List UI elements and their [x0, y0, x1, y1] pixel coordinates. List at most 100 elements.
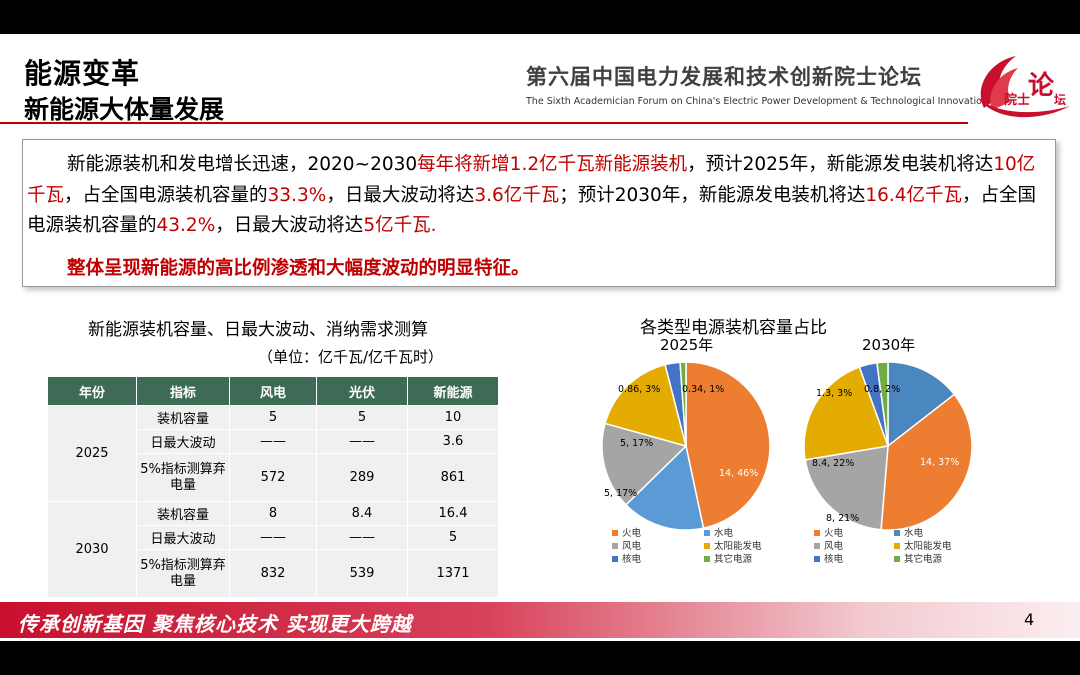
- table-row: 日最大波动 —— —— 3.6: [48, 429, 499, 454]
- pie-slice: [876, 361, 889, 447]
- pie-data-label: 14, 46%: [719, 468, 758, 479]
- legend-swatch: [814, 543, 820, 549]
- total-cell: 3.6: [407, 429, 499, 454]
- table-title: 新能源装机容量、日最大波动、消纳需求测算: [88, 320, 428, 340]
- legend-swatch: [612, 530, 618, 536]
- legend-swatch: [612, 556, 618, 562]
- pie-slice: [685, 361, 771, 530]
- legend-label: 核电: [622, 553, 642, 565]
- legend-label: 火电: [622, 527, 642, 539]
- legend-swatch: [612, 543, 618, 549]
- pie-slice: [804, 445, 889, 531]
- total-cell: 16.4: [407, 501, 499, 526]
- pie-data-label: 5.5, 15%: [890, 528, 932, 539]
- pie-slice: [624, 444, 705, 531]
- col-header-year: 年份: [47, 376, 137, 406]
- logo-text-c: 坛: [1054, 92, 1066, 107]
- pie-slice: [887, 361, 956, 448]
- pie-slice: [803, 366, 890, 461]
- legend-label: 水电: [714, 527, 734, 539]
- solar-cell: ——: [316, 429, 408, 454]
- table-header-row: 年份 指标 风电 光伏 新能源: [47, 376, 499, 406]
- wind-cell: ——: [229, 525, 317, 550]
- legend-swatch: [894, 543, 900, 549]
- legend-label: 太阳能发电: [904, 540, 952, 552]
- metric-cell: 装机容量: [136, 501, 230, 526]
- legend-swatch: [814, 556, 820, 562]
- year-cell: 2025: [47, 405, 137, 502]
- forum-title-en: The Sixth Academician Forum on China's E…: [526, 96, 988, 107]
- total-cell: 1371: [407, 549, 499, 598]
- summary-paragraph: 新能源装机和发电增长迅速，2020~2030每年将新增1.2亿千瓦新能源装机，预…: [27, 150, 1051, 242]
- legend-swatch: [704, 556, 710, 562]
- pie-data-label: 0.34, 1%: [682, 384, 724, 395]
- p1-f: 33.3%: [267, 184, 327, 206]
- p1-l: 43.2%: [156, 215, 216, 236]
- wind-cell: 572: [229, 453, 317, 502]
- p1-a: 新能源装机和发电增长迅速，2020~2030: [67, 154, 418, 175]
- p1-g: ，日最大波动将达: [326, 184, 475, 206]
- legend-label: 其它电源: [714, 553, 753, 565]
- logo-text-b: 论: [1028, 71, 1055, 101]
- page-subtitle: 新能源大体量发展: [24, 95, 225, 124]
- p1-k: ，占全国电源装机容量的: [27, 184, 1037, 237]
- header-divider: [0, 122, 968, 124]
- pie-2025-subtitle: 2025年: [660, 336, 714, 354]
- summary-conclusion: 整体呈现新能源的高比例渗透和大幅度波动的明显特征。: [67, 258, 530, 279]
- legend-label: 火电: [824, 527, 844, 539]
- solar-cell: 8.4: [316, 501, 408, 526]
- legend-label: 水电: [904, 527, 924, 539]
- wind-cell: ——: [229, 429, 317, 454]
- pie-chart-title: 各类型电源装机容量占比: [640, 318, 827, 338]
- total-cell: 10: [407, 405, 499, 430]
- forum-title-cn: 第六届中国电力发展和技术创新院士论坛: [526, 65, 922, 89]
- table-row: 5%指标测算弃电量 572 289 861: [48, 453, 499, 502]
- page-number: 4: [1024, 610, 1035, 629]
- solar-cell: 289: [316, 453, 408, 502]
- p1-m: ，日最大波动将达: [215, 215, 364, 236]
- wind-cell: 832: [229, 549, 317, 598]
- table-row: 2025 装机容量 5 5 10: [47, 405, 499, 502]
- metric-cell: 日最大波动: [136, 429, 230, 454]
- legend-swatch: [894, 530, 900, 536]
- legend-label: 核电: [824, 553, 844, 565]
- pie-slice: [880, 393, 973, 531]
- pie-data-label: 1.3, 3%: [816, 388, 852, 399]
- pie-data-label: 8.4, 22%: [812, 458, 854, 469]
- pie-charts: 14, 46% 4.8, 16% 5, 17% 5, 17% 0.86, 3% 0.34,…: [601, 361, 973, 565]
- p1-b: 每年将新增1.2亿千瓦新能源装机: [417, 154, 688, 175]
- legend-label: 风电: [824, 540, 844, 552]
- metric-cell: 5%指标测算弃电量: [136, 453, 230, 502]
- logo-text-a: 院士: [1004, 92, 1030, 108]
- pie-data-label: 8, 21%: [826, 513, 859, 524]
- capacity-table: 年份 指标 风电 光伏 新能源 2025 装机容量 5 5 10 日最大波动 —…: [47, 376, 499, 598]
- col-header-solar: 光伏: [316, 376, 408, 406]
- wind-cell: 8: [229, 501, 317, 526]
- pie-slice: [601, 422, 688, 506]
- solar-cell: 539: [316, 549, 408, 598]
- pie-data-label: 0.8, 2%: [864, 384, 900, 395]
- col-header-wind: 风电: [229, 376, 317, 406]
- p1-n: 5亿千瓦.: [363, 215, 437, 236]
- total-cell: 5: [407, 525, 499, 550]
- col-header-metric: 指标: [136, 376, 230, 406]
- metric-cell: 装机容量: [136, 405, 230, 430]
- pie-slice: [679, 361, 687, 447]
- pie-data-label: 5, 17%: [604, 488, 637, 499]
- total-cell: 861: [407, 453, 499, 502]
- p1-d: 10亿千瓦: [27, 154, 1036, 206]
- wind-cell: 5: [229, 405, 317, 430]
- slide: 能源变革 新能源大体量发展 第六届中国电力发展和技术创新院士论坛 The Six…: [0, 34, 1080, 641]
- metric-cell: 日最大波动: [136, 525, 230, 550]
- legend-swatch: [814, 530, 820, 536]
- legend-label: 其它电源: [904, 553, 943, 565]
- solar-cell: ——: [316, 525, 408, 550]
- p1-j: 16.4亿千瓦: [865, 184, 963, 206]
- page-title: 能源变革: [24, 57, 141, 90]
- table-row: 2030 装机容量 8 8.4 16.4: [47, 501, 499, 598]
- footer-slogan: 传承创新基因 聚焦核心技术 实现更大跨越: [18, 612, 412, 636]
- metric-cell: 5%指标测算弃电量: [136, 549, 230, 598]
- solar-cell: 5: [316, 405, 408, 430]
- p1-i: ；预计2030年，新能源发电装机将达: [559, 184, 866, 206]
- pie-data-label: 0.86, 3%: [618, 384, 660, 395]
